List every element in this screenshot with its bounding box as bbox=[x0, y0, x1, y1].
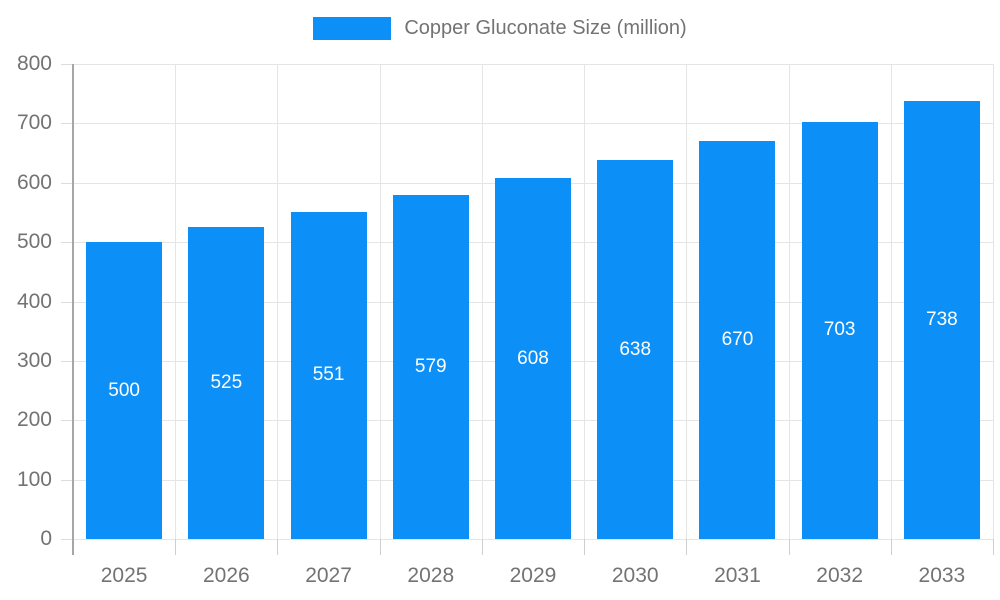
bar-2029 bbox=[495, 178, 571, 539]
x-tick-label: 2029 bbox=[509, 564, 557, 587]
bar-2031 bbox=[699, 141, 776, 539]
v-gridline bbox=[993, 64, 994, 539]
bar-value-label: 551 bbox=[312, 364, 345, 386]
y-tick-label: 600 bbox=[16, 170, 52, 194]
bar-value-label: 738 bbox=[926, 308, 958, 330]
y-tick-label: 300 bbox=[16, 348, 52, 372]
y-axis-line bbox=[72, 64, 74, 555]
bar-2028 bbox=[392, 195, 469, 539]
bar-value-label: 500 bbox=[108, 379, 140, 401]
x-tick-label: 2028 bbox=[407, 564, 455, 587]
legend-swatch-icon bbox=[313, 17, 392, 40]
v-gridline bbox=[788, 64, 790, 539]
x-axis-tick bbox=[481, 539, 483, 555]
y-axis-tick bbox=[61, 360, 73, 362]
bar-2026 bbox=[188, 227, 265, 539]
bar-2025 bbox=[86, 242, 163, 539]
h-gridline bbox=[73, 539, 993, 540]
y-axis-tick bbox=[61, 123, 73, 125]
y-tick-label: 800 bbox=[16, 52, 52, 75]
x-tick-label: 2031 bbox=[714, 564, 761, 587]
y-tick-label: 500 bbox=[16, 230, 52, 254]
y-axis-tick bbox=[61, 420, 73, 422]
bar-value-label: 525 bbox=[210, 372, 243, 394]
bar-2032 bbox=[801, 121, 878, 539]
y-axis-tick bbox=[61, 479, 73, 481]
bar-2027 bbox=[290, 211, 367, 539]
y-tick-label: 100 bbox=[16, 467, 52, 491]
y-tick-label: 400 bbox=[16, 289, 52, 313]
bar-value-label: 638 bbox=[619, 338, 652, 360]
y-axis-tick bbox=[61, 64, 73, 65]
bar-2030 bbox=[597, 160, 674, 539]
v-gridline bbox=[686, 64, 688, 539]
x-axis-tick bbox=[993, 539, 994, 555]
y-axis-tick bbox=[61, 182, 73, 184]
x-axis-tick bbox=[686, 539, 688, 555]
x-axis-tick bbox=[277, 539, 279, 555]
x-tick-label: 2032 bbox=[816, 564, 864, 587]
v-gridline bbox=[379, 64, 381, 539]
bar-2033 bbox=[903, 100, 980, 539]
h-gridline bbox=[73, 123, 993, 125]
x-tick-label: 2033 bbox=[918, 564, 966, 587]
y-axis-tick bbox=[61, 539, 73, 540]
x-tick-label: 2030 bbox=[611, 564, 659, 587]
bar-value-label: 608 bbox=[517, 347, 549, 369]
x-axis-tick bbox=[379, 539, 381, 555]
v-gridline bbox=[175, 64, 177, 539]
v-gridline bbox=[584, 64, 586, 539]
legend-label: Copper Gluconate Size (million) bbox=[404, 17, 687, 39]
bar-value-label: 670 bbox=[721, 329, 754, 351]
y-tick-label: 0 bbox=[40, 527, 52, 550]
y-axis-tick bbox=[61, 301, 73, 303]
x-axis-tick bbox=[890, 539, 892, 555]
x-tick-label: 2026 bbox=[202, 564, 250, 587]
y-tick-label: 700 bbox=[16, 111, 52, 135]
y-axis-tick bbox=[61, 242, 73, 244]
x-axis-tick bbox=[788, 539, 790, 555]
x-axis-tick bbox=[175, 539, 177, 555]
x-tick-label: 2025 bbox=[100, 564, 148, 587]
bar-value-label: 579 bbox=[414, 356, 447, 378]
v-gridline bbox=[277, 64, 279, 539]
h-gridline bbox=[73, 64, 993, 65]
v-gridline bbox=[481, 64, 483, 539]
y-tick-label: 200 bbox=[16, 408, 52, 432]
plot-area: 0 100 200 300 400 500 600 700 800 500 2025 525 2026 5… bbox=[17, 52, 994, 587]
x-tick-label: 2027 bbox=[305, 564, 352, 587]
legend[interactable]: Copper Gluconate Size (million) bbox=[0, 17, 1000, 40]
x-axis-tick bbox=[584, 539, 586, 555]
bar-value-label: 703 bbox=[823, 319, 856, 341]
v-gridline bbox=[890, 64, 892, 539]
